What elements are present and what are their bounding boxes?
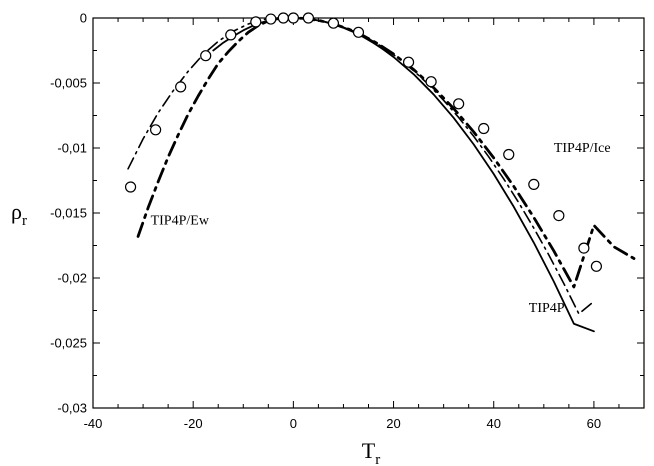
data-point [265, 13, 277, 25]
data-point [503, 148, 515, 161]
data-point [250, 16, 262, 28]
y-tick-label: -0,005 [50, 76, 87, 91]
x-tick-label: 20 [386, 416, 400, 431]
axes-layer: -40 -20 0 20 40 60 0 -0,005 -0,01 -0,015 -0,02 -0,0… [50, 11, 645, 431]
data-point [553, 210, 565, 222]
data-point [352, 26, 365, 38]
data-point [200, 50, 212, 62]
data-point [528, 178, 540, 190]
data-point [150, 124, 162, 136]
data-point [327, 17, 340, 29]
annotation-layer: TIP4P/Ice TIP4P/Ew TIP4P [151, 141, 611, 316]
annotation-label: TIP4P/Ew [151, 214, 210, 229]
marker-series [124, 12, 603, 272]
data-point [402, 56, 415, 68]
data-point [425, 76, 437, 88]
series-line-dash-dot-thin [127, 17, 595, 315]
y-tick-label: 0 [80, 11, 87, 26]
x-tick-label: -20 [184, 416, 203, 431]
y-tick-label: -0,025 [50, 336, 87, 351]
data-point [277, 12, 289, 24]
y-tick-label: -0,015 [50, 206, 87, 221]
data-point [302, 12, 314, 24]
data-point [578, 242, 590, 254]
y-tick-label: -0,02 [57, 271, 87, 286]
series-line-solid [212, 17, 595, 333]
annotation-label: TIP4P/Ice [554, 141, 611, 156]
data-point [175, 81, 187, 93]
y-axis-label-subscript: r [22, 213, 27, 229]
x-tick-label: 60 [587, 416, 601, 431]
y-tick-label: -0,01 [57, 141, 87, 156]
series-layer [124, 12, 636, 333]
data-point [478, 122, 490, 135]
x-axis-label-subscript: r [375, 452, 380, 466]
x-axis-label-main: T [362, 438, 376, 463]
data-point [590, 260, 603, 272]
data-point [287, 12, 299, 24]
data-point [453, 98, 465, 110]
y-axis-label: ρr [11, 199, 27, 229]
data-point [225, 29, 237, 41]
data-point [124, 181, 137, 193]
annotation-label: TIP4P [529, 301, 565, 316]
x-axis-label: Tr [362, 438, 380, 466]
x-tick-label: 0 [290, 416, 297, 431]
x-tick-label: 40 [486, 416, 500, 431]
y-axis-label-main: ρ [11, 199, 22, 224]
x-tick-label: -40 [84, 416, 103, 431]
y-tick-label: -0,03 [57, 401, 87, 416]
